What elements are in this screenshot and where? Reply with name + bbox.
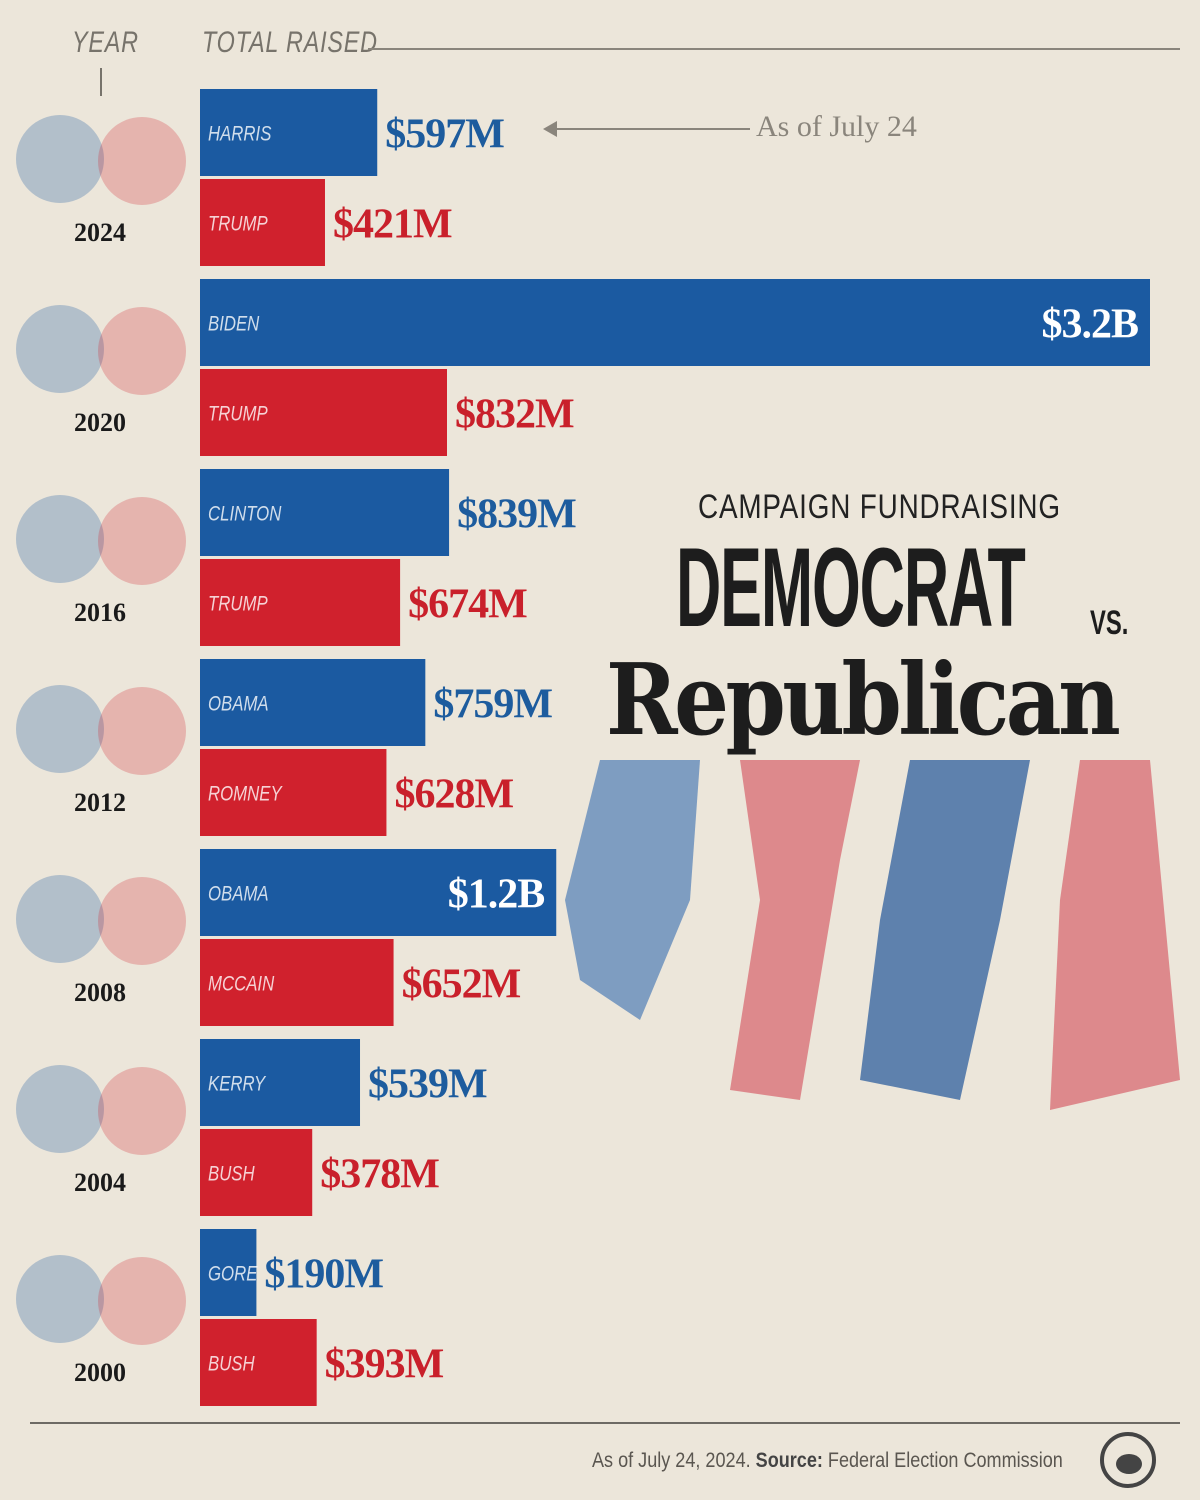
source-text: Federal Election Commission: [827, 1449, 1063, 1472]
year-label: 2020: [74, 408, 126, 437]
value-label: $190M: [264, 1252, 383, 1298]
year-label: 2012: [74, 788, 126, 817]
footer-rule: [30, 1422, 1180, 1424]
year-label: 2024: [74, 218, 126, 247]
bar-dem-2008: [200, 849, 557, 936]
title-republican: Republican: [606, 643, 1121, 758]
portrait-republican: [98, 687, 186, 775]
bar-rep-2004: [200, 1129, 313, 1216]
source-label: Source:: [755, 1449, 823, 1472]
candidate-label: OBAMA: [208, 883, 269, 906]
candidate-label: KERRY: [208, 1073, 266, 1096]
candidate-label: ROMNEY: [208, 783, 283, 806]
value-label: $421M: [333, 202, 452, 248]
bar-rep-2020: [200, 369, 447, 456]
portrait-democrat: [16, 685, 104, 773]
bar-rep-2016: [200, 559, 401, 646]
year-label: 2008: [74, 978, 126, 1007]
portrait-republican: [98, 1257, 186, 1345]
candidate-label: BUSH: [208, 1163, 255, 1186]
portrait-democrat: [16, 115, 104, 203]
year-label: 2016: [74, 598, 126, 627]
candidate-label: TRUMP: [208, 593, 268, 616]
publisher-logo-icon: [1100, 1432, 1156, 1488]
bar-rep-2012: [200, 749, 387, 836]
title-kicker: CAMPAIGN FUNDRAISING: [698, 488, 1061, 526]
value-label: $3.2B: [1041, 302, 1138, 348]
candidate-label: GORE: [208, 1263, 258, 1286]
portrait-democrat: [16, 495, 104, 583]
portrait-republican: [98, 877, 186, 965]
footer-date: As of July 24, 2024.: [592, 1449, 751, 1472]
candidate-label: CLINTON: [208, 503, 282, 526]
candidate-label: OBAMA: [208, 693, 269, 716]
value-label: $597M: [385, 112, 504, 158]
portrait-democrat: [16, 1065, 104, 1153]
value-label: $759M: [433, 682, 552, 728]
value-label: $539M: [368, 1062, 487, 1108]
candidate-label: BUSH: [208, 1353, 255, 1376]
year-label: 2004: [74, 1168, 126, 1197]
portrait-republican: [98, 307, 186, 395]
year-label: 2000: [74, 1358, 126, 1387]
portrait-republican: [98, 497, 186, 585]
candidate-label: MCCAIN: [208, 973, 274, 996]
header-rule: [368, 48, 1180, 50]
value-label: $832M: [455, 392, 574, 438]
candidate-label: HARRIS: [208, 123, 272, 146]
annotation: As of July 24: [756, 110, 917, 143]
title-democrat: DEMOCRAT: [676, 525, 1026, 650]
footer: As of July 24, 2024. Source: Federal Ele…: [592, 1448, 1063, 1473]
bar-dem-2004: [200, 1039, 361, 1126]
bar-rep-2008: [200, 939, 394, 1026]
bar-dem-2024: [200, 89, 378, 176]
value-label: $839M: [457, 492, 576, 538]
bar-dem-2020: [200, 279, 1150, 366]
candidate-label: BIDEN: [208, 313, 260, 336]
portrait-republican: [98, 1067, 186, 1155]
value-label: $378M: [320, 1152, 439, 1198]
portrait-democrat: [16, 1255, 104, 1343]
bar-rep-2000: [200, 1319, 317, 1406]
value-label: $1.2B: [448, 872, 545, 918]
portrait-republican: [98, 117, 186, 205]
candidate-label: TRUMP: [208, 213, 268, 236]
portrait-democrat: [16, 305, 104, 393]
bar-dem-2012: [200, 659, 426, 746]
bar-dem-2016: [200, 469, 450, 556]
value-label: $628M: [394, 772, 513, 818]
total-axis-label: TOTAL RAISED: [202, 26, 378, 59]
bar-dem-2000: [200, 1229, 257, 1316]
year-axis-label: YEAR: [72, 26, 139, 59]
portrait-democrat: [16, 875, 104, 963]
year-tick: [100, 68, 102, 96]
candidate-label: TRUMP: [208, 403, 268, 426]
value-label: $652M: [402, 962, 521, 1008]
value-label: $393M: [325, 1342, 444, 1388]
arrow-left-icon: [543, 121, 750, 137]
title-vs: VS.: [1090, 604, 1129, 642]
value-label: $674M: [408, 582, 527, 628]
bar-rep-2024: [200, 179, 325, 266]
